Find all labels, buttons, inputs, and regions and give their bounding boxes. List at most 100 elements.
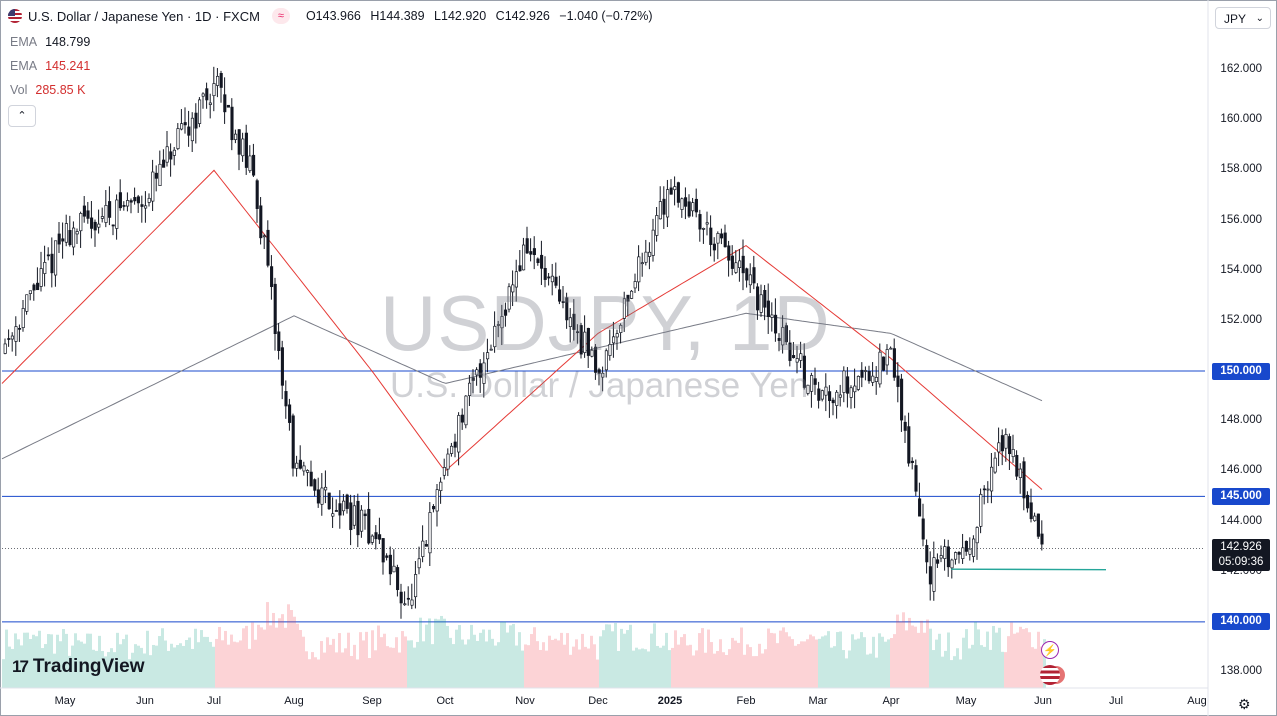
x-axis-tick-label: May bbox=[955, 695, 977, 707]
volume-bar bbox=[797, 644, 800, 688]
volume-bar bbox=[197, 642, 200, 688]
volume-bar bbox=[170, 643, 173, 688]
volume-bar bbox=[722, 652, 725, 688]
candle-body bbox=[262, 235, 266, 238]
volume-bar bbox=[41, 648, 44, 688]
candle-body bbox=[208, 102, 212, 105]
currency-select[interactable]: JPY ⌄ bbox=[1215, 7, 1271, 29]
volume-bar bbox=[74, 633, 77, 688]
volume-bar bbox=[740, 627, 743, 688]
candle-body bbox=[626, 294, 630, 302]
candle-body bbox=[612, 336, 616, 344]
volume-bar bbox=[965, 629, 968, 688]
volume-bar bbox=[431, 644, 434, 688]
volume-bar bbox=[470, 624, 473, 688]
volume-bar bbox=[878, 633, 881, 688]
symbol-header[interactable]: U.S. Dollar / Japanese Yen · 1D · FXCM ≈… bbox=[8, 4, 653, 28]
candle-body bbox=[975, 527, 979, 544]
tradingview-logo[interactable]: 17 TradingView bbox=[12, 656, 145, 677]
candle-body bbox=[496, 324, 500, 326]
volume-bar bbox=[17, 639, 20, 688]
volume-bar bbox=[113, 652, 116, 688]
volume-bar bbox=[821, 636, 824, 688]
candle-body bbox=[439, 481, 443, 491]
volume-bar bbox=[221, 640, 224, 688]
candle-body bbox=[270, 266, 274, 287]
candle-body bbox=[54, 240, 58, 276]
candle-body bbox=[435, 489, 439, 512]
volume-bar bbox=[329, 644, 332, 688]
volume-bar bbox=[566, 633, 569, 688]
candle-body bbox=[795, 358, 799, 363]
y-axis-tick-label: 146.000 bbox=[1220, 464, 1262, 477]
volume-bar bbox=[269, 625, 272, 688]
currency-value: JPY bbox=[1224, 12, 1247, 26]
volume-bar bbox=[488, 629, 491, 688]
volume-bar bbox=[626, 630, 629, 688]
volume-bar bbox=[32, 634, 35, 688]
candle-body bbox=[169, 151, 173, 160]
candle-body bbox=[777, 338, 781, 341]
candle-body bbox=[446, 453, 450, 470]
candle-body bbox=[385, 555, 389, 558]
candle-body bbox=[75, 231, 79, 235]
indicator-badge-icon[interactable]: ≈ bbox=[271, 8, 290, 24]
volume-bar bbox=[512, 623, 515, 688]
candle-body bbox=[327, 492, 331, 510]
candle-body bbox=[151, 171, 155, 202]
candle-body bbox=[3, 343, 7, 354]
event-bolt-icon[interactable]: ⚡ bbox=[1041, 641, 1059, 659]
volume-bar bbox=[944, 650, 947, 688]
volume-bar bbox=[584, 646, 587, 688]
volume-bar bbox=[1043, 639, 1046, 688]
volume-bar bbox=[383, 633, 386, 688]
volume-bar bbox=[665, 632, 668, 688]
volume-bar bbox=[827, 631, 830, 688]
volume-bar bbox=[842, 650, 845, 688]
candle-body bbox=[489, 348, 493, 351]
volume-bar bbox=[281, 614, 284, 688]
volume-legend[interactable]: Vol 285.85 K bbox=[10, 83, 86, 97]
settings-gear-icon[interactable]: ⚙ bbox=[1238, 696, 1251, 712]
volume-bar bbox=[482, 629, 485, 688]
y-axis-tick-label: 158.000 bbox=[1220, 163, 1262, 176]
volume-bar bbox=[686, 645, 689, 688]
candle-body bbox=[630, 290, 634, 299]
volume-bar bbox=[788, 636, 791, 688]
candle-body bbox=[838, 394, 842, 398]
candle-body bbox=[615, 333, 619, 338]
volume-bar bbox=[146, 630, 149, 688]
candle-body bbox=[288, 404, 292, 423]
volume-bar bbox=[398, 652, 401, 688]
volume-bar bbox=[326, 637, 329, 688]
volume-bar bbox=[845, 658, 848, 688]
candle-body bbox=[993, 457, 997, 473]
x-axis-tick-label: Nov bbox=[515, 695, 535, 707]
candle-body bbox=[921, 518, 925, 540]
candle-body bbox=[313, 479, 317, 491]
level-label-150: 150.000 bbox=[1212, 363, 1270, 380]
ema-fast-legend[interactable]: EMA 145.241 bbox=[10, 59, 91, 73]
y-axis-tick-label: 160.000 bbox=[1220, 113, 1262, 126]
volume-bar bbox=[818, 638, 821, 688]
bar-countdown: 05:09:36 bbox=[1218, 556, 1264, 568]
volume-bar bbox=[284, 627, 287, 688]
ema-slow-legend[interactable]: EMA 148.799 bbox=[10, 35, 91, 49]
candle-body bbox=[133, 197, 137, 202]
candle-body bbox=[79, 213, 83, 232]
economic-event-flag-icon[interactable] bbox=[1040, 665, 1060, 685]
candle-body bbox=[378, 534, 382, 540]
volume-bar bbox=[836, 632, 839, 688]
candle-body bbox=[756, 286, 760, 311]
collapse-legend-button[interactable]: ⌃ bbox=[8, 105, 36, 127]
symbol-title[interactable]: U.S. Dollar / Japanese Yen · 1D · FXCM bbox=[28, 8, 260, 24]
volume-bar bbox=[317, 659, 320, 688]
candle-body bbox=[586, 327, 590, 356]
candle-body bbox=[799, 353, 803, 361]
y-axis-tick-label: 156.000 bbox=[1220, 213, 1262, 226]
volume-bar bbox=[800, 641, 803, 688]
candle-body bbox=[810, 375, 814, 392]
candle-body bbox=[187, 126, 191, 136]
y-axis-tick-label: 148.000 bbox=[1220, 414, 1262, 427]
